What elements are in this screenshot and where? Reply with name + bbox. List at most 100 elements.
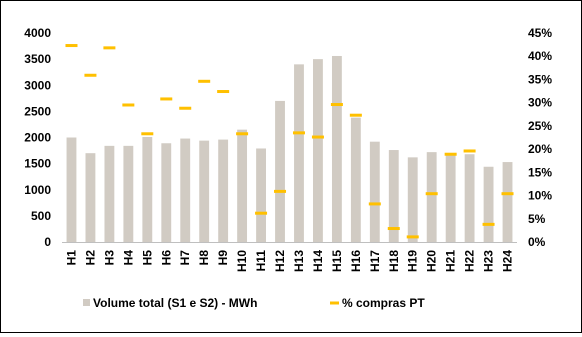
x-tick-label: H11	[254, 250, 268, 272]
x-tick-label: H10	[235, 250, 249, 272]
bar-h22	[464, 154, 475, 242]
legend-swatch-volume	[83, 299, 90, 306]
marker-h11	[255, 211, 268, 215]
x-tick-label: H16	[349, 250, 363, 272]
marker-h17	[368, 202, 381, 206]
x-tick-label: H6	[159, 250, 173, 266]
left-axis-ticks: 0 500 1000 1500 2000 2500 3000 3500 4000	[24, 26, 51, 249]
right-axis-ticks: 0% 5% 10% 15% 20% 25% 30% 35% 40% 45%	[528, 26, 552, 249]
bar-h14	[313, 59, 323, 243]
marker-h21	[444, 152, 457, 156]
left-tick-label: 1000	[24, 183, 51, 197]
legend: Volume total (S1 e S2) - MWh % compras PT	[83, 296, 425, 310]
right-tick-label: 20%	[528, 142, 552, 156]
bar-h19	[407, 157, 418, 242]
marker-h9	[217, 90, 230, 94]
bar-h12	[275, 100, 285, 242]
bar-h17	[369, 141, 380, 242]
x-tick-label: H7	[178, 250, 192, 266]
bar-h6	[161, 143, 172, 242]
marker-h23	[482, 222, 495, 226]
marker-h20	[425, 192, 438, 196]
marker-h10	[236, 132, 249, 136]
bar-h20	[426, 152, 437, 242]
left-tick-label: 0	[44, 235, 51, 249]
x-tick-label: H14	[311, 250, 325, 272]
bar-h23	[483, 166, 494, 242]
bar-h2	[85, 153, 96, 242]
x-tick-label: H13	[292, 250, 306, 272]
right-tick-label: 25%	[528, 119, 552, 133]
marker-h4	[122, 103, 135, 107]
x-tick-label: H5	[140, 250, 154, 266]
marker-h5	[141, 132, 154, 136]
marker-h12	[274, 189, 287, 193]
x-tick-label: H21	[444, 250, 458, 272]
x-tick-label: H4	[121, 250, 135, 266]
right-tick-label: 0%	[528, 235, 546, 249]
x-tick-label: H20	[425, 250, 439, 272]
x-tick-label: H22	[463, 250, 477, 272]
x-tick-label: H8	[197, 250, 211, 266]
marker-h24	[501, 192, 514, 196]
bars-layer	[66, 55, 513, 243]
legend-swatch-compras	[330, 301, 339, 305]
x-tick-label: H12	[273, 250, 287, 272]
bar-h16	[350, 117, 361, 242]
right-tick-label: 5%	[528, 212, 546, 226]
bar-h13	[294, 64, 304, 242]
left-tick-label: 2000	[24, 131, 51, 145]
right-tick-label: 35%	[528, 72, 552, 86]
bar-h3	[104, 145, 115, 242]
marker-h13	[292, 131, 305, 135]
left-tick-label: 3000	[24, 78, 51, 92]
chart: 0 500 1000 1500 2000 2500 3000 3500 4000 0% 5% 10%…	[24, 26, 552, 310]
x-tick-label: H2	[83, 250, 97, 266]
marker-h18	[387, 227, 400, 231]
bar-h8	[199, 140, 210, 242]
bar-h11	[256, 148, 266, 242]
marker-h14	[311, 135, 324, 139]
left-tick-label: 2500	[24, 104, 51, 118]
right-tick-label: 45%	[528, 26, 552, 40]
legend-label-compras: % compras PT	[342, 296, 425, 310]
bar-h1	[66, 137, 77, 242]
x-tick-label: H9	[216, 250, 230, 266]
x-tick-label: H17	[368, 250, 382, 272]
right-tick-label: 10%	[528, 189, 552, 203]
right-tick-label: 15%	[528, 165, 552, 179]
bar-h4	[123, 145, 134, 242]
marker-h15	[330, 103, 343, 107]
x-tick-label: H15	[330, 250, 344, 272]
x-tick-label: H19	[406, 250, 420, 272]
marker-h1	[65, 44, 78, 48]
x-axis-ticks: H1 H2 H3 H4 H5 H6 H7 H8 H9 H10 H11 H12 H13 H14 H15 H16 H…	[64, 250, 514, 272]
left-tick-label: 4000	[24, 26, 51, 40]
marker-h19	[406, 235, 419, 239]
marker-h3	[103, 46, 116, 50]
marker-h16	[349, 113, 362, 117]
bar-h5	[142, 136, 153, 242]
right-tick-label: 40%	[528, 49, 552, 63]
x-tick-label: H1	[64, 250, 78, 266]
marker-h6	[160, 97, 173, 101]
bar-h21	[445, 155, 456, 242]
marker-h2	[84, 73, 97, 77]
x-tick-label: H18	[387, 250, 401, 272]
x-tick-label: H23	[482, 250, 496, 272]
marker-h8	[198, 79, 211, 83]
x-tick-label: H3	[102, 250, 116, 266]
bar-h24	[502, 162, 513, 242]
bar-h9	[218, 139, 229, 242]
marker-h22	[463, 149, 476, 153]
legend-label-volume: Volume total (S1 e S2) - MWh	[93, 296, 257, 310]
bar-h7	[180, 138, 191, 242]
marker-h7	[179, 106, 192, 110]
bar-h18	[388, 150, 399, 242]
right-tick-label: 30%	[528, 96, 552, 110]
x-tick-label: H24	[501, 250, 515, 272]
left-tick-label: 3500	[24, 52, 51, 66]
left-tick-label: 500	[31, 209, 51, 223]
markers-layer	[65, 44, 514, 239]
